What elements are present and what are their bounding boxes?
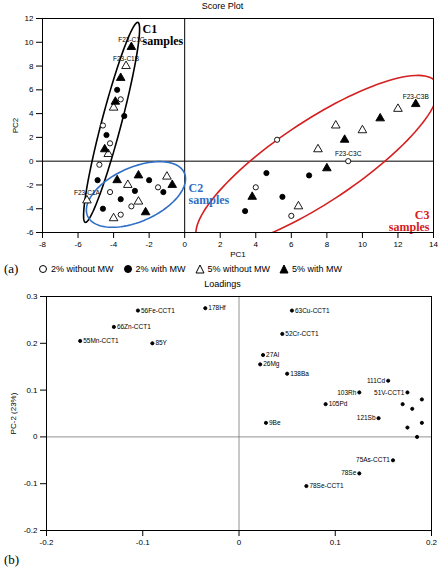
svg-text:C1samples: C1samples (143, 22, 184, 48)
svg-text:PC1: PC1 (230, 250, 246, 259)
svg-text:-2: -2 (146, 240, 154, 249)
svg-text:F23-C3B: F23-C3B (403, 93, 429, 100)
svg-text:0: 0 (237, 538, 242, 547)
svg-text:12: 12 (25, 14, 34, 23)
svg-text:0.1: 0.1 (330, 538, 342, 547)
svg-text:C3samples: C3samples (389, 208, 430, 234)
svg-text:103Rh: 103Rh (337, 389, 357, 396)
html-text:Loadings: Loadings (204, 279, 241, 289)
svg-text:0.1: 0.1 (26, 386, 38, 395)
svg-text:-4: -4 (110, 240, 118, 249)
html-text:(b): (b) (4, 552, 20, 567)
svg-text:PC2: PC2 (11, 117, 20, 133)
svg-text:105Pd: 105Pd (329, 400, 348, 407)
svg-text:27Al: 27Al (266, 351, 280, 358)
svg-text:10: 10 (25, 38, 34, 47)
svg-text:0: 0 (29, 157, 34, 166)
svg-text:-0.2: -0.2 (24, 526, 38, 535)
svg-text:26Mg: 26Mg (263, 360, 280, 368)
html-text:2% with MW: 2% with MW (135, 264, 186, 274)
html-text:5% without MW: 5% without MW (207, 264, 271, 274)
svg-text:0: 0 (33, 432, 38, 441)
svg-text:-0.1: -0.1 (24, 479, 38, 488)
html-text:Score Plot: Score Plot (201, 1, 244, 11)
svg-text:78Se-CCT1: 78Se-CCT1 (309, 482, 344, 489)
svg-text:12: 12 (394, 240, 403, 249)
svg-text:51V-CCT1: 51V-CCT1 (374, 389, 405, 396)
svg-text:138Ba: 138Ba (290, 370, 309, 377)
html-text:(a): (a) (4, 261, 19, 276)
svg-text:52Cr-CCT1: 52Cr-CCT1 (285, 330, 319, 337)
svg-text:63Cu-CCT1: 63Cu-CCT1 (295, 307, 330, 314)
svg-text:66Zn-CCT1: 66Zn-CCT1 (117, 323, 151, 330)
svg-text:F23-C1B: F23-C1B (113, 55, 139, 62)
svg-text:0.2: 0.2 (26, 339, 38, 348)
svg-text:14: 14 (429, 240, 438, 249)
svg-text:75As-CCT1: 75As-CCT1 (356, 456, 390, 463)
svg-text:4: 4 (29, 109, 34, 118)
svg-text:-6: -6 (74, 240, 82, 249)
html-text:2% without MW: 2% without MW (51, 264, 114, 274)
svg-text:8: 8 (29, 62, 34, 71)
svg-text:2: 2 (218, 240, 223, 249)
svg-text:9Be: 9Be (269, 419, 281, 426)
svg-text:55Mn-CCT1: 55Mn-CCT1 (83, 337, 119, 344)
svg-text:2: 2 (29, 133, 34, 142)
svg-text:F23-C1C: F23-C1C (118, 36, 145, 43)
svg-text:-2: -2 (26, 181, 34, 190)
svg-text:-4: -4 (26, 204, 34, 213)
svg-text:-0.1: -0.1 (136, 538, 150, 547)
svg-text:C2samples: C2samples (189, 181, 230, 207)
svg-text:PC-2 (23%): PC-2 (23%) (9, 392, 18, 434)
svg-text:121Sb: 121Sb (357, 414, 376, 421)
svg-text:0: 0 (182, 240, 187, 249)
svg-text:-0.2: -0.2 (40, 538, 54, 547)
svg-text:-6: -6 (26, 228, 34, 237)
svg-text:78Se: 78Se (341, 469, 357, 476)
html-text:5% with MW: 5% with MW (292, 264, 343, 274)
svg-text:6: 6 (289, 240, 294, 249)
svg-text:4: 4 (254, 240, 259, 249)
svg-text:111Cd: 111Cd (367, 377, 386, 384)
svg-text:-8: -8 (39, 240, 47, 249)
svg-text:F23-C3C: F23-C3C (335, 150, 362, 157)
svg-text:56Fe-CCT1: 56Fe-CCT1 (141, 307, 175, 314)
svg-text:0.3: 0.3 (26, 292, 38, 301)
svg-text:178Hf: 178Hf (208, 304, 226, 311)
svg-text:6: 6 (29, 85, 34, 94)
svg-text:85Y: 85Y (155, 339, 167, 346)
svg-text:8: 8 (325, 240, 330, 249)
svg-text:10: 10 (358, 240, 367, 249)
svg-text:F23-C1A: F23-C1A (74, 189, 101, 196)
svg-text:0.2: 0.2 (426, 538, 438, 547)
